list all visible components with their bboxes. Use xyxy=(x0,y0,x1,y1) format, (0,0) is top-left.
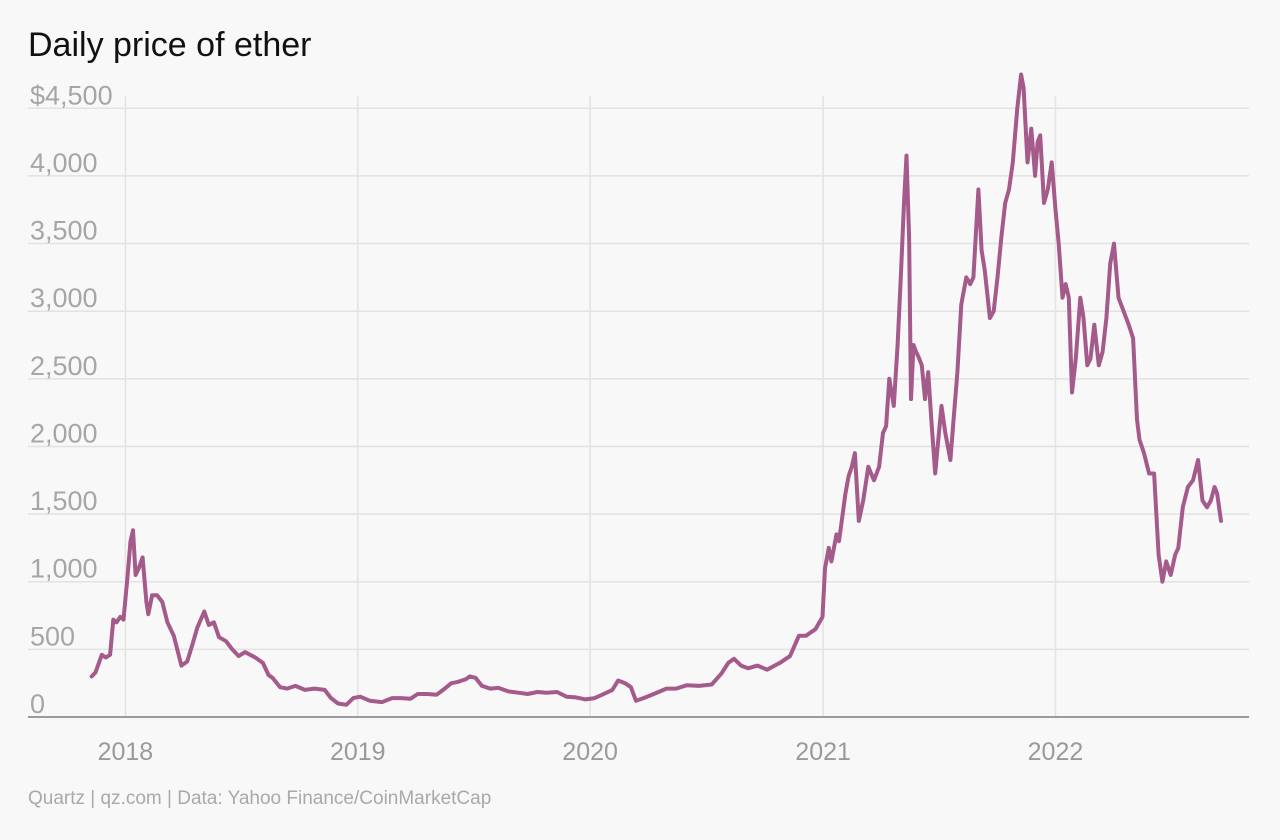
y-tick-label: 0 xyxy=(30,689,45,719)
y-tick-label: 1,000 xyxy=(30,554,98,584)
y-tick-label: 500 xyxy=(30,621,75,651)
vertical-gridlines xyxy=(124,96,1057,717)
price-series-line xyxy=(89,72,1223,707)
series-lines xyxy=(89,72,1223,707)
y-tick-label: 2,000 xyxy=(30,418,98,448)
x-tick-label: 2018 xyxy=(98,738,154,766)
horizontal-gridlines xyxy=(28,107,1249,651)
y-tick-label: 2,500 xyxy=(30,351,98,381)
y-tick-label: 3,000 xyxy=(30,283,98,313)
source-note: Quartz | qz.com | Data: Yahoo Finance/Co… xyxy=(28,788,492,809)
y-tick-label: 1,500 xyxy=(30,486,98,516)
x-tick-label: 2022 xyxy=(1028,738,1084,766)
x-tick-label: 2021 xyxy=(795,738,851,766)
y-tick-label: $4,500 xyxy=(30,80,113,110)
y-tick-label: 4,000 xyxy=(30,148,98,178)
x-tick-label: 2020 xyxy=(562,738,618,766)
x-tick-label: 2019 xyxy=(330,738,386,766)
chart-title: Daily price of ether xyxy=(28,26,312,64)
y-axis-tick-labels: 0 500 1,000 1,500 2,000 2,500 3,000 3,500 4,000 $… xyxy=(30,80,113,719)
y-tick-label: 3,500 xyxy=(30,216,98,246)
x-axis-tick-labels: 2018 2019 2020 2021 2022 xyxy=(98,738,1084,766)
